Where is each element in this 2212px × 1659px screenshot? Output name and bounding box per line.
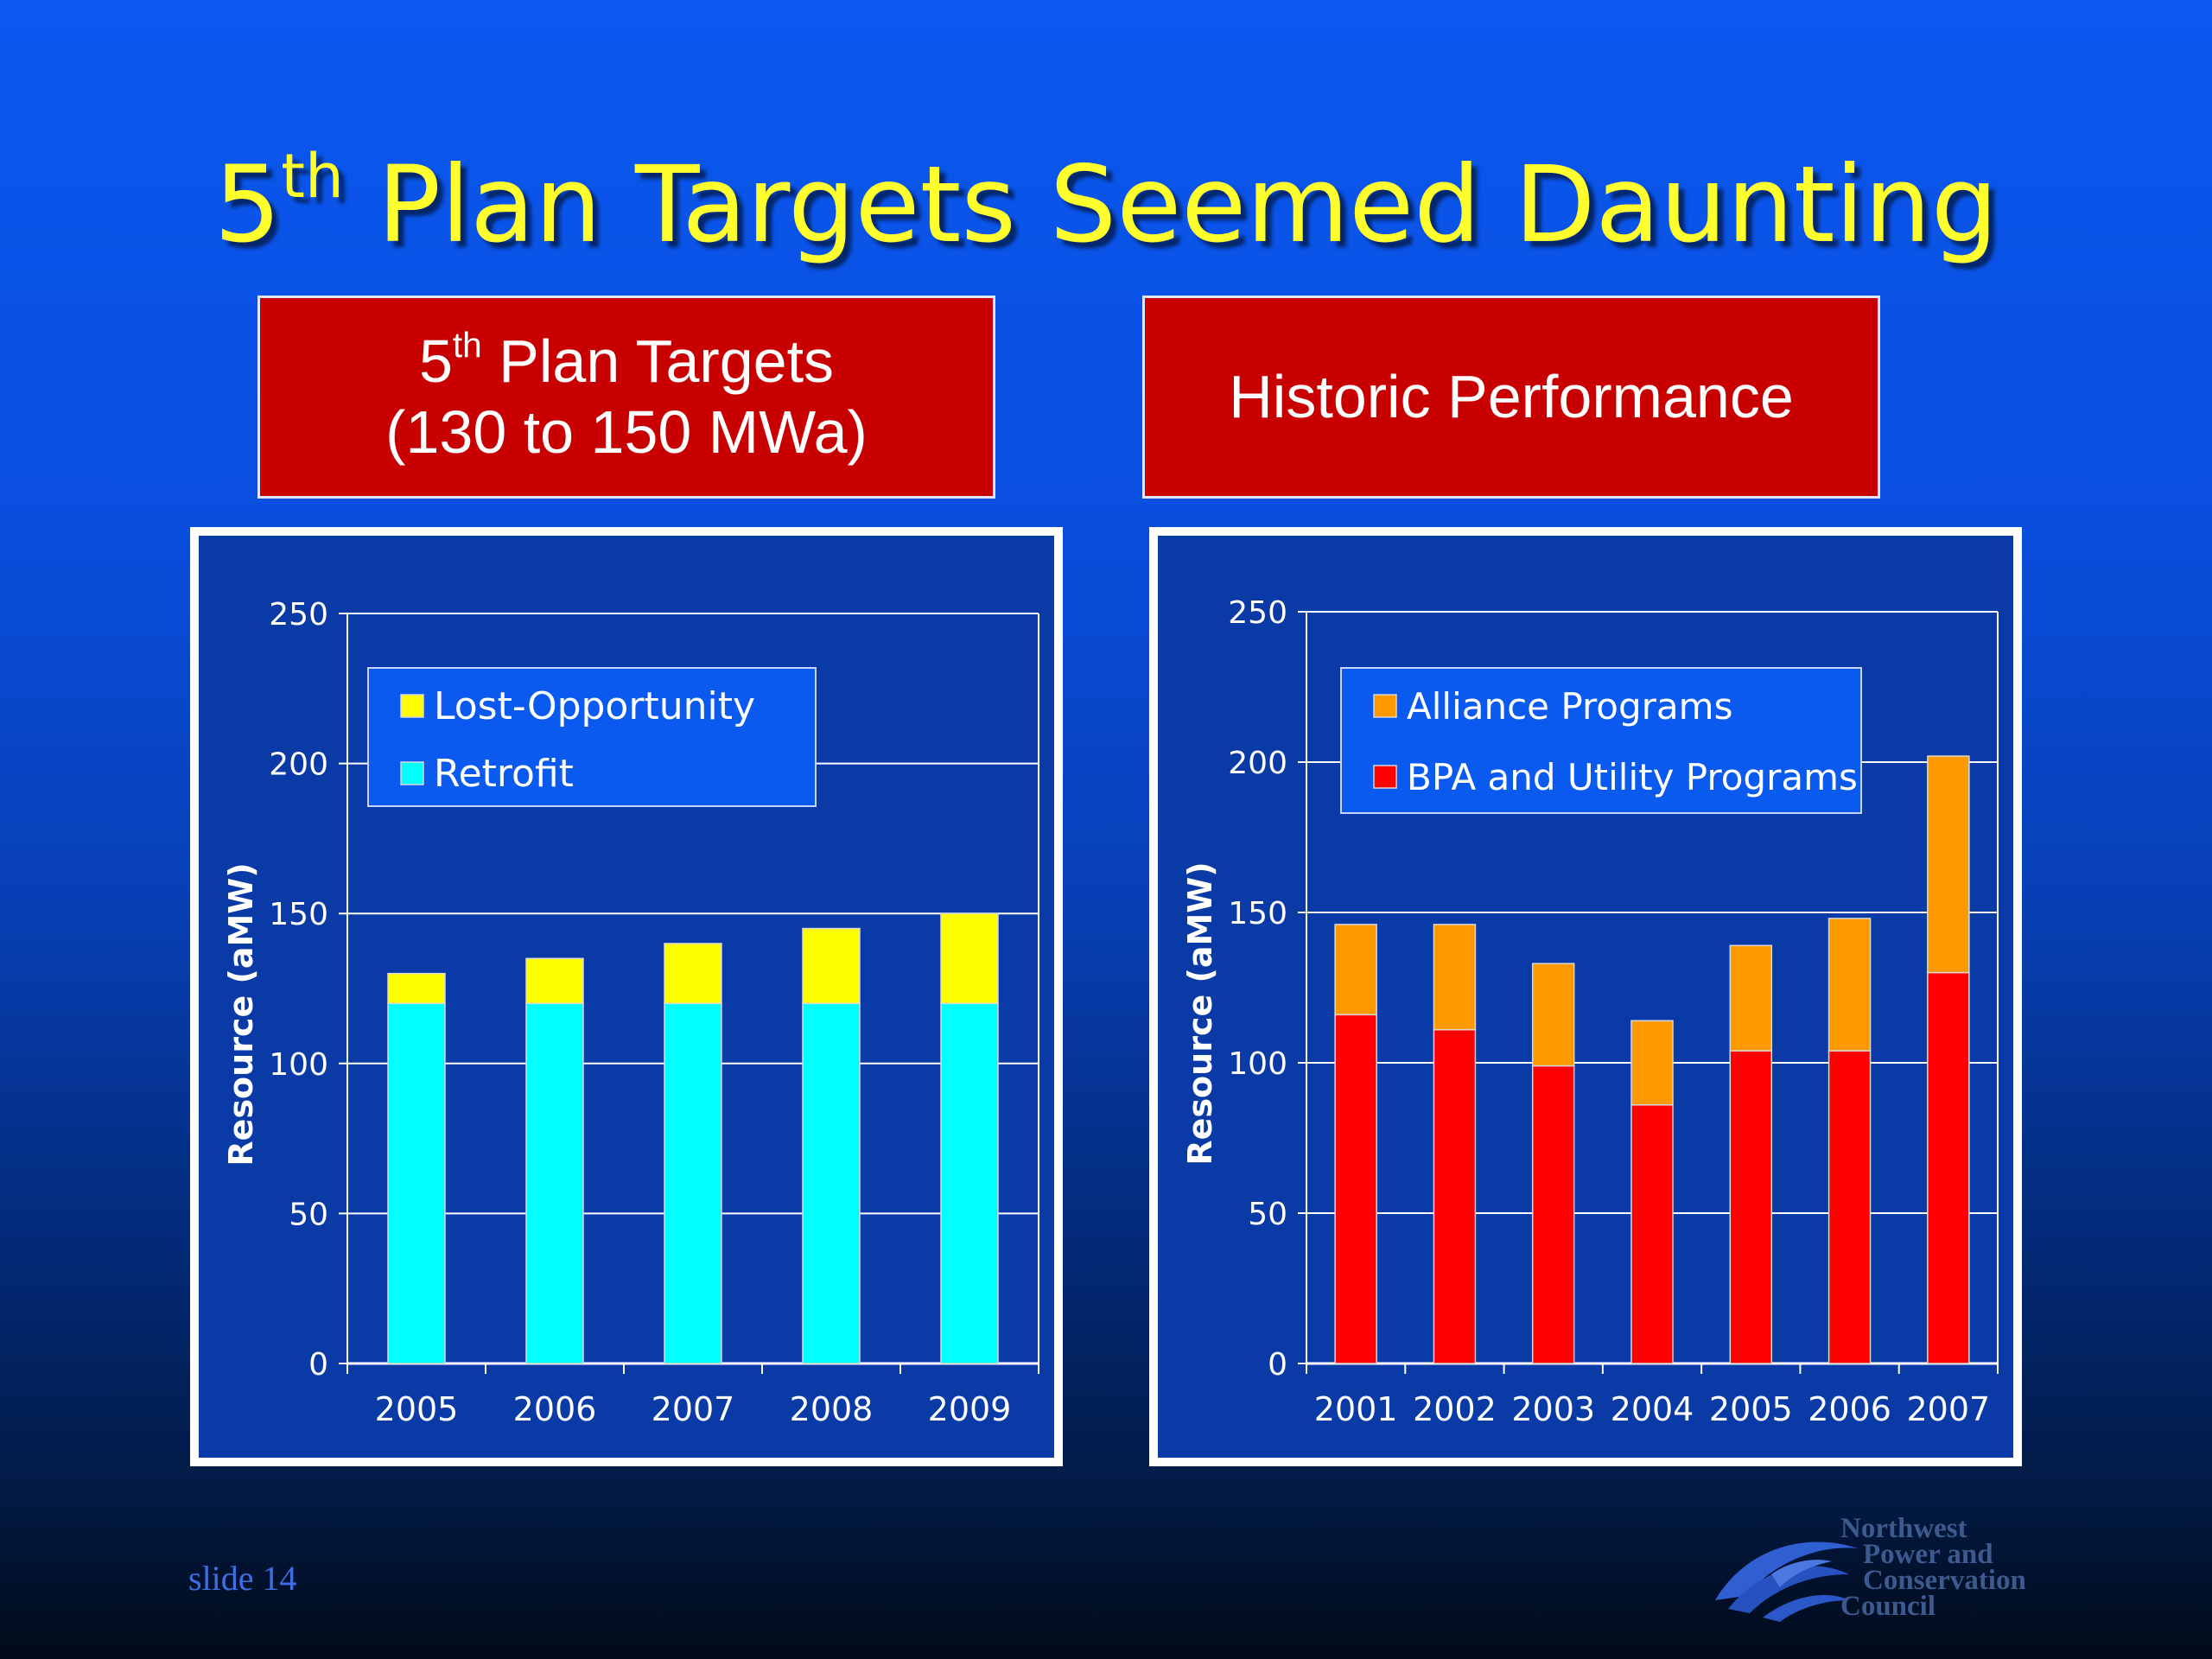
y-tick-label: 50 bbox=[1248, 1197, 1287, 1232]
bar-retrofit bbox=[664, 1002, 722, 1364]
x-tick-label: 2007 bbox=[1906, 1390, 1990, 1428]
bar-retrofit bbox=[802, 1002, 861, 1364]
x-tick-label: 2008 bbox=[790, 1390, 874, 1428]
legend-swatch bbox=[400, 694, 424, 718]
bar-retrofit bbox=[387, 1002, 446, 1364]
x-tick-label: 2002 bbox=[1413, 1390, 1497, 1428]
council-logo-text: Northwest Power and Conservation Council bbox=[1840, 1513, 2026, 1622]
historic-performance-chart: 0 50 100 150 200 250 Resource (aMW) 2001 2002 200… bbox=[1149, 527, 2022, 1466]
left-chart-header: 5th Plan Targets (130 to 150 MWa) bbox=[257, 296, 995, 499]
x-tick-label: 2004 bbox=[1611, 1390, 1694, 1428]
bar-retrofit bbox=[525, 1002, 584, 1364]
bar-alliance-programs bbox=[1433, 924, 1477, 1031]
bar-alliance-programs bbox=[1729, 944, 1773, 1052]
legend-swatch bbox=[400, 761, 424, 785]
bar-alliance-programs bbox=[1334, 924, 1377, 1016]
bar-lost-opportunity bbox=[802, 927, 861, 1005]
x-tick-label: 2005 bbox=[1709, 1390, 1793, 1428]
council-logo-icon bbox=[1715, 1541, 1858, 1622]
y-axis-label: Resource (aMW) bbox=[1181, 861, 1219, 1165]
bar-bpa-and-utility-programs bbox=[1927, 971, 1970, 1364]
targets-chart: 0 50 100 150 200 250 Resource (aMW) 2005 2006 200… bbox=[190, 527, 1063, 1466]
bar-lost-opportunity bbox=[664, 943, 722, 1005]
y-tick-label: 0 bbox=[308, 1347, 328, 1382]
x-tick-label: 2003 bbox=[1511, 1390, 1595, 1428]
x-tick-label: 2009 bbox=[928, 1390, 1012, 1428]
y-tick-label: 0 bbox=[1268, 1347, 1287, 1382]
left-header-line1: 5th Plan Targets bbox=[418, 325, 835, 396]
legend-label: Lost-Opportunity bbox=[434, 684, 755, 728]
bar-alliance-programs bbox=[1827, 918, 1872, 1052]
bar-bpa-and-utility-programs bbox=[1531, 1065, 1575, 1364]
right-chart-header: Historic Performance bbox=[1142, 296, 1880, 499]
y-tick-label: 150 bbox=[1228, 896, 1287, 931]
legend-label: Retrofit bbox=[434, 752, 574, 796]
bar-alliance-programs bbox=[1927, 755, 1970, 974]
bar-bpa-and-utility-programs bbox=[1729, 1050, 1773, 1364]
bar-lost-opportunity bbox=[940, 912, 999, 1005]
bar-retrofit bbox=[940, 1002, 999, 1364]
x-tick-label: 2007 bbox=[652, 1390, 735, 1428]
y-tick-label: 100 bbox=[1228, 1046, 1287, 1082]
bar-bpa-and-utility-programs bbox=[1827, 1050, 1872, 1364]
legend-swatch bbox=[1373, 694, 1397, 718]
legend-box bbox=[367, 667, 817, 807]
legend-swatch bbox=[1373, 765, 1397, 789]
y-tick-label: 250 bbox=[269, 597, 328, 632]
bar-bpa-and-utility-programs bbox=[1630, 1103, 1674, 1364]
bar-lost-opportunity bbox=[525, 957, 584, 1005]
y-tick-label: 200 bbox=[1228, 746, 1287, 781]
legend-label: BPA and Utility Programs bbox=[1407, 756, 1858, 798]
y-tick-label: 200 bbox=[269, 747, 328, 783]
y-tick-label: 250 bbox=[1228, 595, 1287, 631]
y-tick-label: 100 bbox=[269, 1047, 328, 1083]
right-header-line1: Historic Performance bbox=[1229, 362, 1794, 430]
legend-box bbox=[1340, 667, 1862, 814]
bar-alliance-programs bbox=[1531, 963, 1575, 1067]
left-header-line2: (130 to 150 MWa) bbox=[385, 397, 868, 466]
y-tick-label: 50 bbox=[289, 1197, 328, 1232]
legend-label: Alliance Programs bbox=[1407, 685, 1732, 728]
slide-number: slide 14 bbox=[188, 1559, 297, 1598]
chart-svg: 0 50 100 150 200 250 Resource (aMW) 2001 2002 200… bbox=[1181, 595, 1999, 1428]
x-tick-label: 2005 bbox=[375, 1390, 459, 1428]
x-tick-label: 2001 bbox=[1314, 1390, 1398, 1428]
y-axis-label: Resource (aMW) bbox=[222, 862, 260, 1166]
bar-alliance-programs bbox=[1630, 1020, 1674, 1106]
x-tick-label: 2006 bbox=[513, 1390, 597, 1428]
y-tick-label: 150 bbox=[269, 897, 328, 932]
bar-bpa-and-utility-programs bbox=[1334, 1014, 1377, 1364]
bar-bpa-and-utility-programs bbox=[1433, 1028, 1477, 1364]
chart-svg: 0 50 100 150 200 250 Resource (aMW) 2005 2006 200… bbox=[222, 597, 1039, 1428]
x-tick-label: 2006 bbox=[1808, 1390, 1891, 1428]
slide-title: 5th Plan Targets Seemed Daunting bbox=[213, 140, 1999, 266]
bar-lost-opportunity bbox=[387, 972, 446, 1005]
